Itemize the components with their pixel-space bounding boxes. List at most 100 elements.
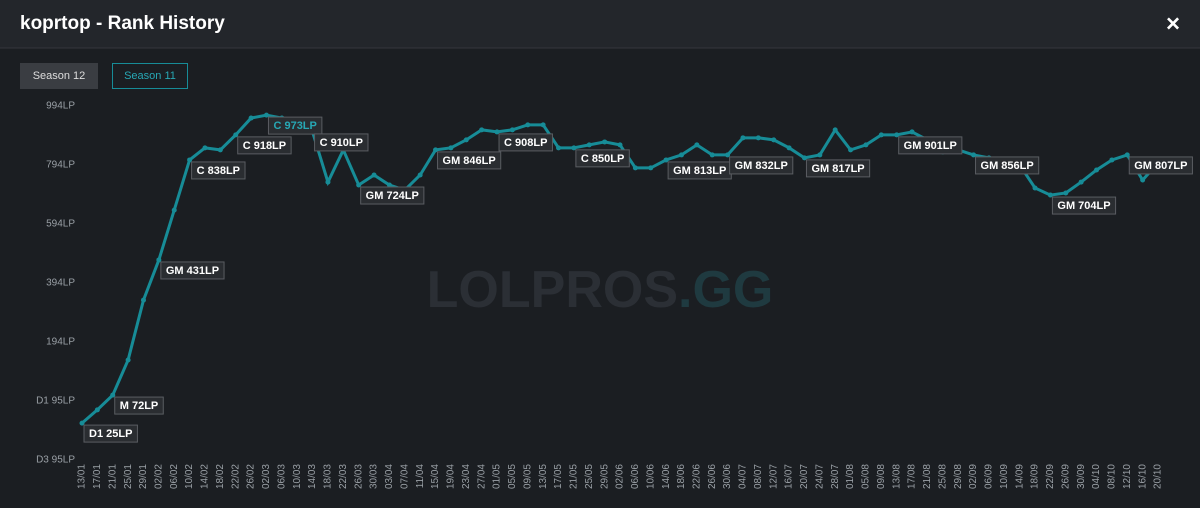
rank-point [586,142,592,148]
x-tick-label: 02/03 [261,464,272,489]
x-tick-label: 21/01 [107,464,118,489]
x-tick-label: 02/09 [968,464,979,489]
watermark: LOLPROS.GG [427,261,774,319]
annotation-label: GM 856LP [981,160,1034,172]
x-tick-label: 28/07 [830,464,841,489]
x-tick-label: 29/08 [953,464,964,489]
x-tick-label: 25/08 [937,464,948,489]
rank-point [325,179,331,185]
rank-point [448,145,454,151]
annotation-box [267,116,323,135]
rank-point [1094,167,1100,173]
x-tick-label: 10/02 [184,464,195,489]
annotation-label: GM 901LP [904,140,957,152]
tab-season-11[interactable] [112,63,188,89]
annotation-box [1128,156,1193,175]
x-tick-label: 21/05 [569,464,580,489]
annotation: C 838LP [191,161,246,180]
x-tick-label: 30/03 [369,464,380,489]
x-tick-label: 25/01 [123,464,134,489]
rank-point [556,145,562,151]
watermark-suffix: .GG [678,261,773,319]
annotation-box [437,151,502,170]
x-tick-label: 20/10 [1153,464,1164,489]
rank-point [233,132,239,138]
x-tick-label: 13/01 [77,464,88,489]
annotation: GM 832LP [729,156,794,175]
annotation-box [314,133,369,152]
rank-point [1124,152,1130,158]
rank-point [602,139,608,145]
x-tick-label: 26/09 [1060,464,1071,489]
rank-point [709,152,715,158]
x-tick-label: 18/02 [215,464,226,489]
x-tick-label: 06/03 [276,464,287,489]
x-tick-label: 11/04 [415,464,426,489]
x-tick-label: 17/01 [92,464,103,489]
annotation-label: C 910LP [320,137,363,149]
x-tick-label: 16/07 [784,464,795,489]
tab-season-12[interactable] [20,63,98,89]
x-tick-label: 12/07 [768,464,779,489]
rank-point [848,147,854,153]
rank-point [894,132,900,138]
annotation: C 973LP [267,116,323,135]
annotation-box [160,261,225,280]
annotation-box [575,149,630,168]
rank-point [94,407,100,413]
rank-point [817,152,823,158]
rank-point [525,122,531,128]
x-tick-label: 13/08 [891,464,902,489]
annotation-box [805,159,871,178]
annotation-label: GM 832LP [735,160,788,172]
rank-point [386,182,392,188]
x-tick-label: 05/05 [507,464,518,489]
y-tick-label: 194LP [46,337,75,348]
x-tick-label: 27/04 [476,464,487,489]
x-tick-label: 14/03 [307,464,318,489]
tab-label[interactable]: Season 11 [124,70,176,82]
annotation-label: C 838LP [197,165,240,177]
rank-point [125,357,131,363]
x-tick-label: 09/05 [522,464,533,489]
x-tick-label: 26/02 [246,464,257,489]
rank-point [648,165,654,171]
rank-point [140,297,146,303]
x-tick-label: 29/01 [138,464,149,489]
x-tick-label: 16/10 [1137,464,1148,489]
annotation: C 918LP [237,136,292,155]
annotation-label: C 918LP [243,140,286,152]
x-tick-label: 14/06 [661,464,672,489]
rank-point [755,135,761,141]
rank-point [509,127,515,133]
rank-point [863,142,869,148]
close-button[interactable]: × [1166,10,1180,37]
annotation-label: C 908LP [504,137,547,149]
title: koprtop - Rank History [20,13,225,34]
x-tick-label: 06/06 [630,464,641,489]
watermark-main: LOLPROS [427,261,678,319]
tab-label[interactable]: Season 12 [33,70,86,82]
x-tick-label: 19/04 [446,464,457,489]
x-tick-label: 22/09 [1045,464,1056,489]
annotation-box [498,133,553,152]
annotation-box [975,156,1040,175]
x-tick-label: 04/10 [1091,464,1102,489]
rank-point [694,142,700,148]
x-tick-label: 12/10 [1122,464,1133,489]
x-tick-label: 21/08 [922,464,933,489]
x-tick-label: 02/06 [615,464,626,489]
x-tick-label: 01/05 [492,464,503,489]
x-tick-label: 06/09 [984,464,995,489]
annotation-label: M 72LP [120,400,159,412]
annotation-box [898,136,963,155]
annotation: M 72LP [114,396,164,415]
annotation: GM 807LP [1128,156,1193,175]
rank-point [678,152,684,158]
rank-point [971,152,977,158]
annotation-box [729,156,794,175]
y-tick-label: D1 95LP [36,396,75,407]
x-tick-label: 10/03 [292,464,303,489]
